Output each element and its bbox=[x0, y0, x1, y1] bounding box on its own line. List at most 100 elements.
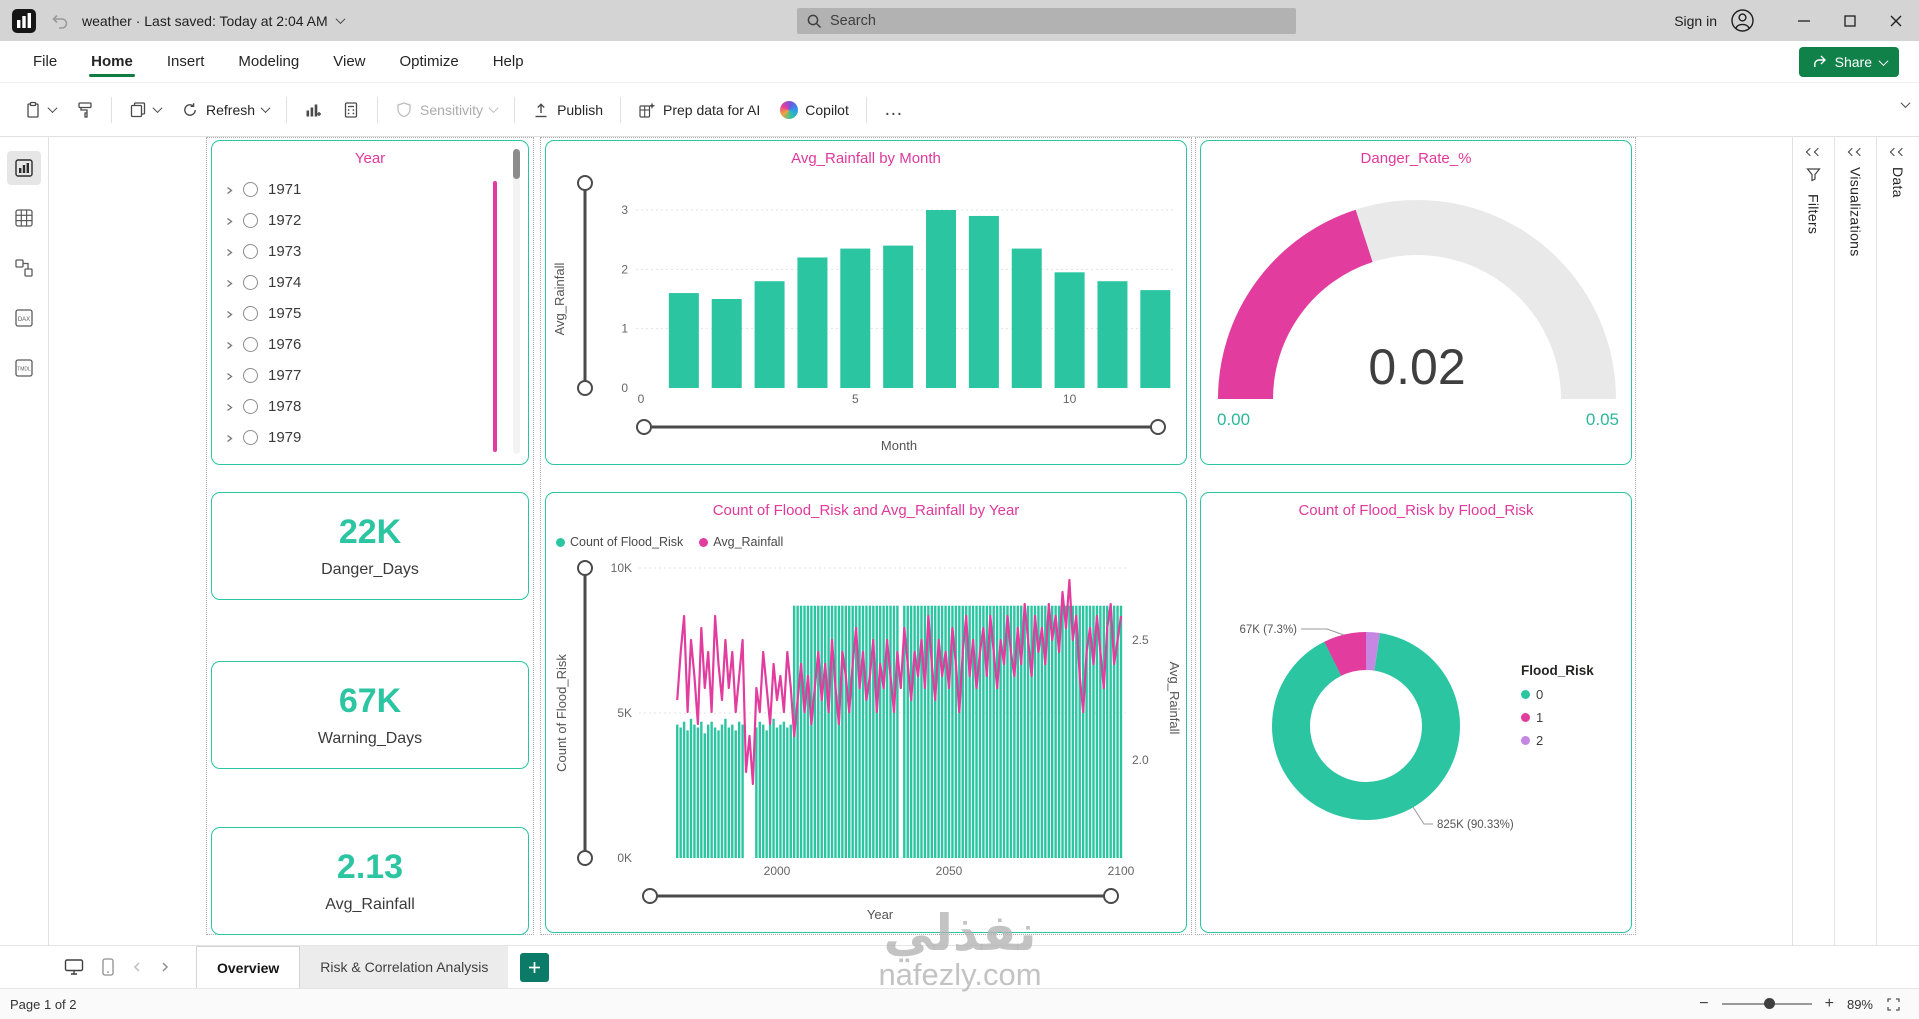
minimize-button[interactable] bbox=[1781, 0, 1827, 41]
slicer-radio[interactable] bbox=[243, 399, 258, 414]
slider-handle[interactable] bbox=[577, 560, 593, 576]
document-title[interactable]: weather · Last saved: Today at 2:04 AM bbox=[82, 13, 346, 29]
copilot-button[interactable]: Copilot bbox=[770, 91, 859, 129]
chevron-right-icon[interactable] bbox=[225, 310, 233, 318]
dax-query-view-button[interactable]: DAX bbox=[7, 301, 41, 335]
legend-entry-2[interactable]: 2 bbox=[1521, 733, 1594, 748]
slider-handle[interactable] bbox=[577, 850, 593, 866]
slicer-radio[interactable] bbox=[243, 368, 258, 383]
menu-item-view[interactable]: View bbox=[333, 53, 366, 70]
chevron-right-icon[interactable] bbox=[225, 217, 233, 225]
expand-pane-icon[interactable] bbox=[1889, 147, 1907, 157]
slicer-radio[interactable] bbox=[243, 244, 258, 259]
get-data-button[interactable] bbox=[119, 91, 171, 129]
fit-to-page-icon[interactable] bbox=[1886, 997, 1901, 1012]
chevron-right-icon[interactable] bbox=[225, 403, 233, 411]
slicer-radio[interactable] bbox=[243, 306, 258, 321]
slicer-item-1978[interactable]: 1978 bbox=[212, 391, 528, 422]
slicer-radio[interactable] bbox=[243, 182, 258, 197]
slicer-item-1973[interactable]: 1973 bbox=[212, 236, 528, 267]
x-axis-range-slider[interactable] bbox=[636, 419, 1166, 435]
slicer-radio[interactable] bbox=[243, 213, 258, 228]
y-axis-range-slider[interactable] bbox=[577, 175, 593, 396]
page-tab-risk-correlation[interactable]: Risk & Correlation Analysis bbox=[300, 946, 509, 988]
new-visual-button[interactable] bbox=[294, 91, 332, 129]
card-warning-days[interactable]: 67K Warning_Days bbox=[211, 661, 529, 769]
close-button[interactable] bbox=[1873, 0, 1919, 41]
format-painter-button[interactable] bbox=[66, 91, 104, 129]
count-bar-series[interactable] bbox=[676, 605, 1123, 858]
slicer-scrollbar[interactable] bbox=[513, 149, 520, 454]
rainfall-line-series[interactable] bbox=[676, 578, 1123, 786]
desktop-layout-icon[interactable] bbox=[64, 958, 84, 976]
x-axis-range-slider[interactable] bbox=[642, 888, 1119, 904]
slicer-radio[interactable] bbox=[243, 337, 258, 352]
slider-handle[interactable] bbox=[577, 175, 593, 191]
menu-item-optimize[interactable]: Optimize bbox=[399, 53, 459, 70]
bar-series[interactable] bbox=[668, 210, 1171, 388]
slicer-radio[interactable] bbox=[243, 275, 258, 290]
rainfall-by-month-chart[interactable]: Avg_Rainfall by Month 0 1 2 3 0 5 10 Avg_Rainfa… bbox=[545, 140, 1187, 465]
sign-in-link[interactable]: Sign in bbox=[1674, 12, 1717, 29]
table-view-button[interactable] bbox=[7, 201, 41, 235]
legend-entry-1[interactable]: 1 bbox=[1521, 710, 1594, 725]
more-options-button[interactable]: … bbox=[874, 91, 914, 129]
model-view-button[interactable] bbox=[7, 251, 41, 285]
donut-slice-2[interactable] bbox=[1272, 632, 1460, 820]
flood-risk-by-year-chart[interactable]: Count of Flood_Risk and Avg_Rainfall by … bbox=[545, 492, 1187, 933]
slider-handle[interactable] bbox=[636, 419, 652, 435]
zoom-in-button[interactable]: + bbox=[1824, 995, 1834, 1012]
slider-handle[interactable] bbox=[1103, 888, 1119, 904]
chevron-right-icon[interactable] bbox=[225, 341, 233, 349]
chevron-right-icon[interactable] bbox=[225, 434, 233, 442]
account-avatar-icon[interactable] bbox=[1730, 8, 1755, 33]
slicer-item-1974[interactable]: 1974 bbox=[212, 267, 528, 298]
report-canvas[interactable]: Year 1971 1972 1973 1974 1975 1976 1977 … bbox=[49, 137, 1792, 945]
slicer-item-1971[interactable]: 1971 bbox=[212, 174, 528, 205]
expand-pane-icon[interactable] bbox=[1805, 147, 1822, 157]
slider-handle[interactable] bbox=[642, 888, 658, 904]
menu-item-help[interactable]: Help bbox=[492, 53, 524, 70]
expand-pane-icon[interactable] bbox=[1847, 147, 1864, 157]
search-box[interactable] bbox=[797, 8, 1296, 34]
zoom-out-button[interactable]: − bbox=[1699, 995, 1709, 1012]
menu-item-file[interactable]: File bbox=[33, 53, 58, 70]
card-avg-rainfall[interactable]: 2.13 Avg_Rainfall bbox=[211, 827, 529, 935]
legend-entry-0[interactable]: 0 bbox=[1521, 687, 1594, 702]
add-page-button[interactable] bbox=[520, 952, 550, 982]
menu-item-modeling[interactable]: Modeling bbox=[238, 53, 300, 70]
chevron-right-icon[interactable] bbox=[225, 372, 233, 380]
year-slicer-visual[interactable]: Year 1971 1972 1973 1974 1975 1976 1977 … bbox=[211, 140, 529, 465]
report-view-button[interactable] bbox=[7, 151, 41, 185]
slicer-item-1972[interactable]: 1972 bbox=[212, 205, 528, 236]
undo-icon[interactable] bbox=[50, 11, 70, 31]
visualizations-pane-collapsed[interactable]: Visualizations bbox=[1834, 137, 1876, 945]
maximize-button[interactable] bbox=[1827, 0, 1873, 41]
menu-item-insert[interactable]: Insert bbox=[166, 53, 205, 70]
danger-rate-gauge[interactable]: Danger_Rate_% 0.02 0.00 0.05 bbox=[1200, 140, 1632, 465]
menu-item-home[interactable]: Home bbox=[74, 41, 150, 82]
share-button[interactable]: Share bbox=[1798, 47, 1899, 77]
slicer-item-1979[interactable]: 1979 bbox=[212, 422, 528, 453]
prep-data-ai-button[interactable]: Prep data for AI bbox=[628, 91, 770, 129]
legend-entry-rainfall[interactable]: Avg_Rainfall bbox=[699, 535, 783, 549]
card-danger-days[interactable]: 22K Danger_Days bbox=[211, 492, 529, 600]
slicer-item-1975[interactable]: 1975 bbox=[212, 298, 528, 329]
tmdl-view-button[interactable]: TMDL bbox=[7, 351, 41, 385]
search-input[interactable] bbox=[830, 13, 1296, 29]
legend-entry-count[interactable]: Count of Flood_Risk bbox=[556, 535, 683, 549]
y-axis-range-slider[interactable] bbox=[577, 560, 593, 866]
new-measure-button[interactable] bbox=[332, 91, 370, 129]
mobile-layout-icon[interactable] bbox=[102, 958, 114, 976]
data-pane-collapsed[interactable]: Data bbox=[1876, 137, 1919, 945]
slider-handle[interactable] bbox=[1150, 419, 1166, 435]
scrollbar-thumb[interactable] bbox=[513, 149, 520, 179]
paste-button[interactable] bbox=[14, 91, 66, 129]
next-page-icon[interactable] bbox=[160, 961, 170, 973]
chevron-right-icon[interactable] bbox=[225, 186, 233, 194]
chevron-right-icon[interactable] bbox=[225, 248, 233, 256]
slider-handle[interactable] bbox=[577, 380, 593, 396]
chevron-right-icon[interactable] bbox=[225, 279, 233, 287]
publish-button[interactable]: Publish bbox=[522, 91, 613, 129]
flood-risk-donut-chart[interactable]: Count of Flood_Risk by Flood_Risk Flood_… bbox=[1200, 492, 1632, 933]
